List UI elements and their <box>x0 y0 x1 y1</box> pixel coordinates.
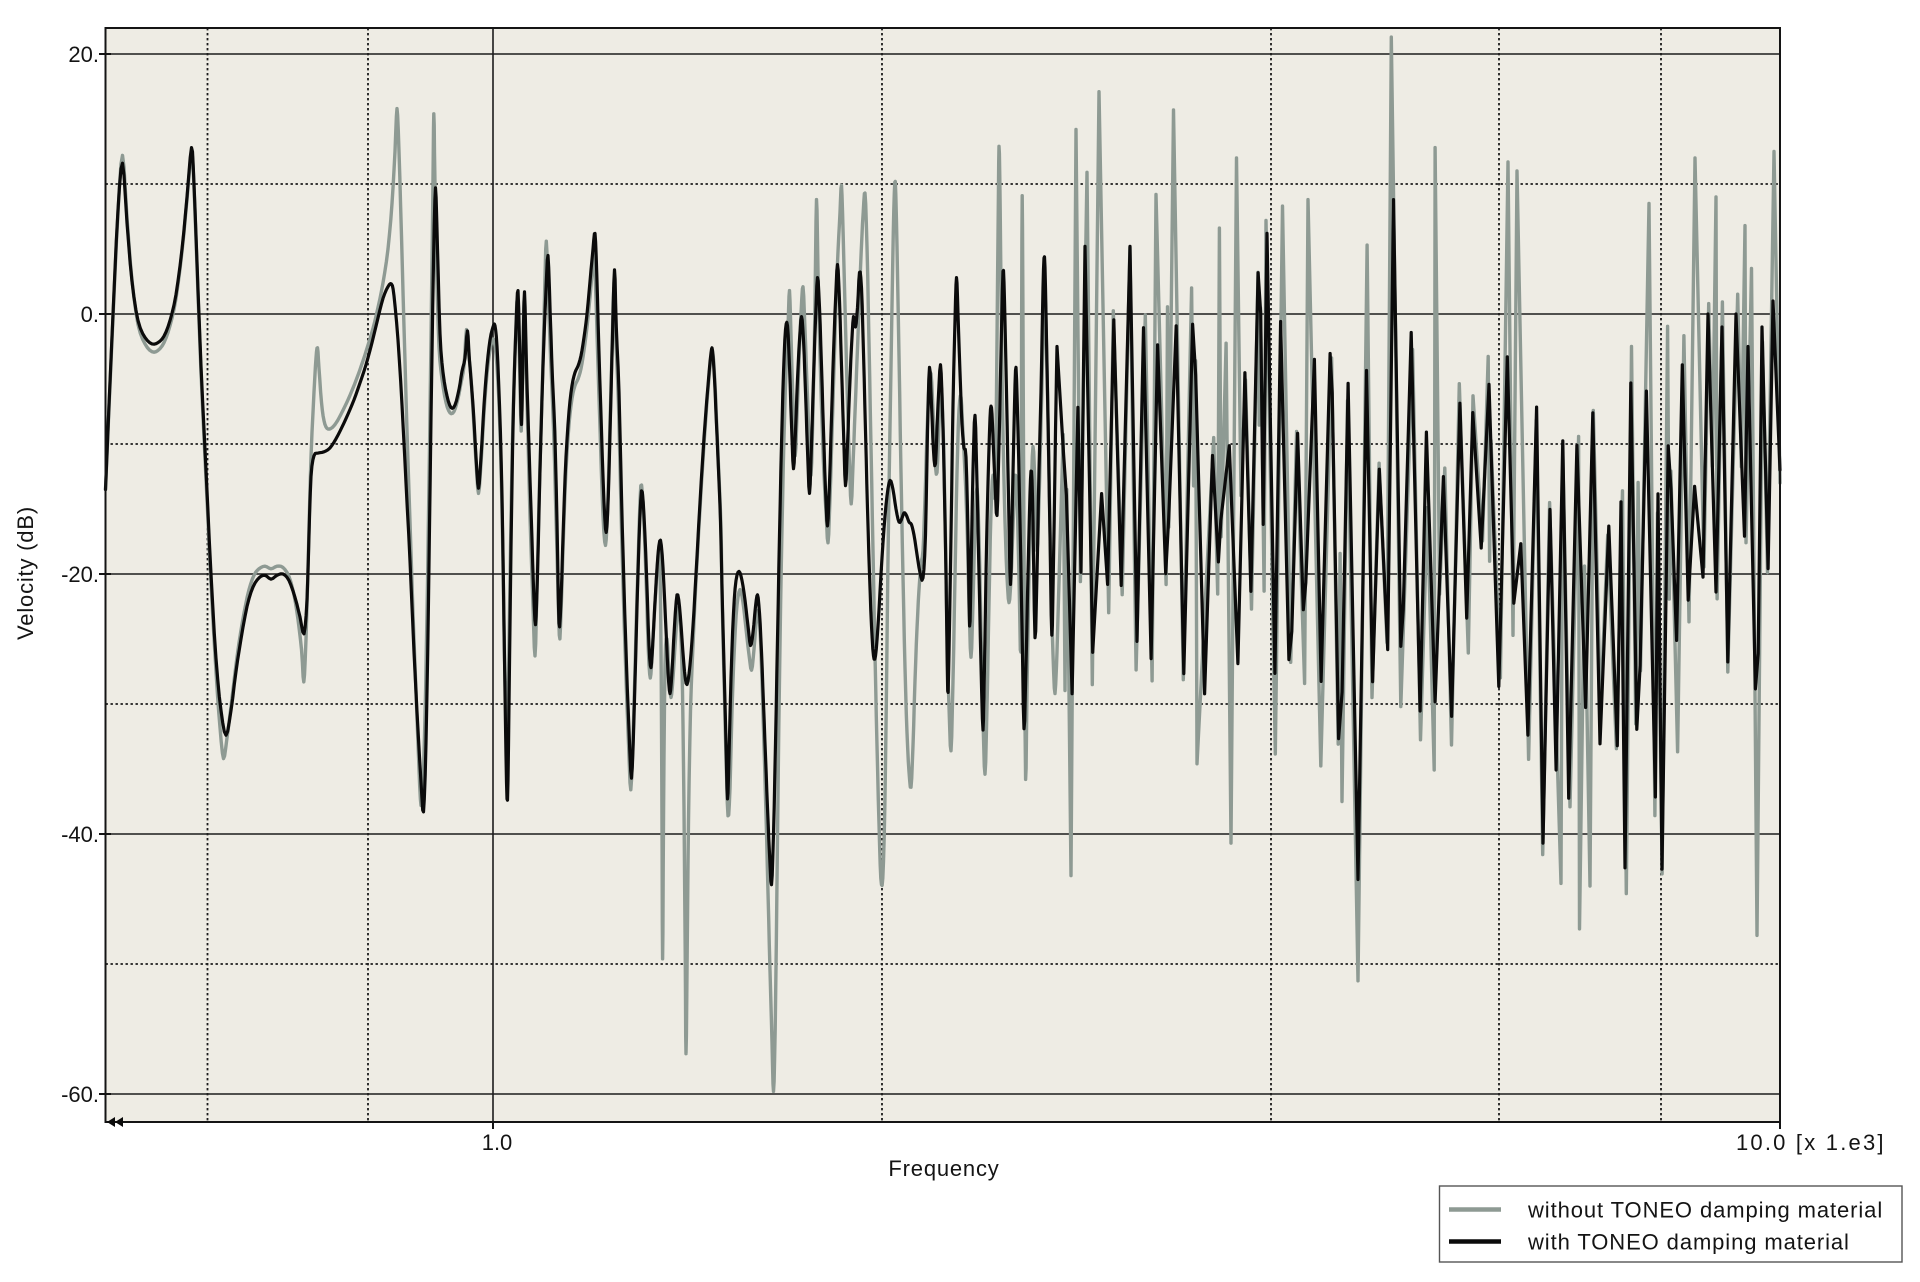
svg-text:Frequency: Frequency <box>888 1156 999 1181</box>
svg-text:Velocity (dB): Velocity (dB) <box>13 506 38 640</box>
svg-text:1.0: 1.0 <box>482 1130 513 1155</box>
svg-text:-40.: -40. <box>61 822 99 847</box>
svg-text:-60.: -60. <box>61 1082 99 1107</box>
svg-text:0.: 0. <box>81 302 99 327</box>
svg-text:10.0 [x 1.e3]: 10.0 [x 1.e3] <box>1736 1130 1886 1155</box>
svg-text:20.: 20. <box>68 42 99 67</box>
svg-text:with TONEO damping material: with TONEO damping material <box>1527 1230 1850 1255</box>
svg-text:without TONEO damping material: without TONEO damping material <box>1527 1198 1883 1223</box>
svg-text:-20.: -20. <box>61 562 99 587</box>
